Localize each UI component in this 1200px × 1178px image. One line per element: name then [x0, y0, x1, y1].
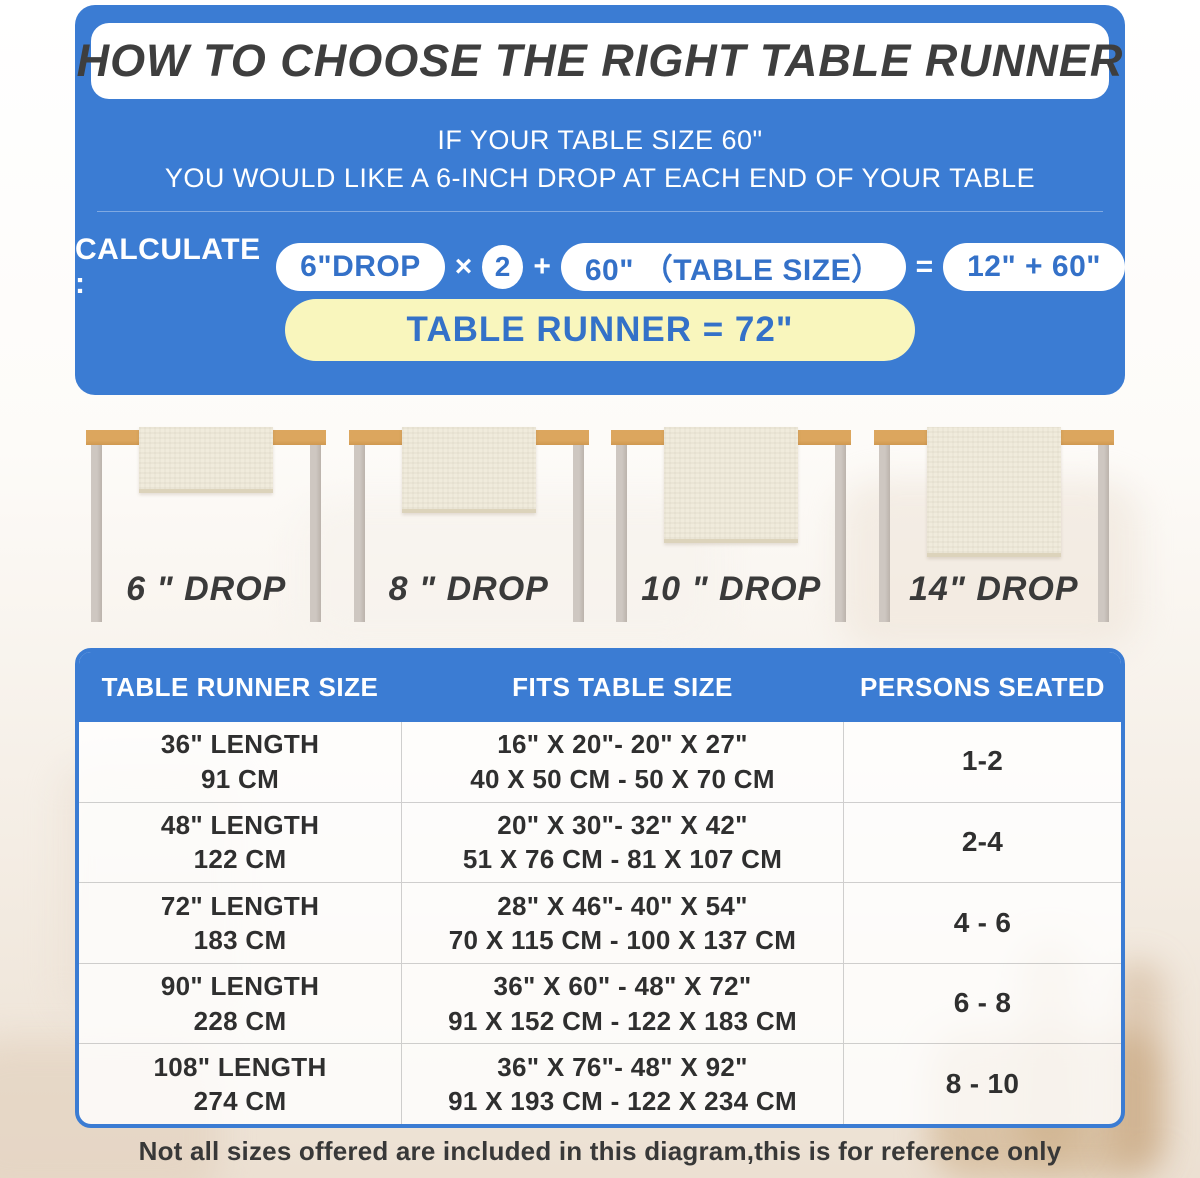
fits-size-cm: 91 X 193 CM - 122 X 234 CM [448, 1086, 797, 1117]
runner-length-in: 36" LENGTH [160, 729, 320, 760]
column-header-runner-size: TABLE RUNNER SIZE [101, 671, 379, 702]
fits-size-in: 20" X 30"- 32" X 42" [497, 810, 748, 841]
reference-footnote: Not all sizes offered are included in th… [138, 1136, 1062, 1166]
table-size-pill: 60" （TABLE SIZE） [560, 243, 906, 291]
runner-size-cell: 72" LENGTH 183 CM [79, 883, 401, 963]
fits-size-cm: 70 X 115 CM - 100 X 137 CM [448, 924, 797, 955]
runner-length-cm: 122 CM [193, 844, 287, 875]
runner-length-in: 90" LENGTH [160, 971, 320, 1002]
fits-size-in: 36" X 60" - 48" X 72" [493, 971, 752, 1002]
persons-seated-cell: 1-2 [961, 745, 1004, 777]
table-row: 72" LENGTH 183 CM 28" X 46"- 40" X 54" 7… [79, 882, 1121, 963]
hero-panel: HOW TO CHOOSE THE RIGHT TABLE RUNNER IF … [75, 5, 1125, 395]
table-row: 108" LENGTH 274 CM 36" X 76"- 48" X 92" … [79, 1043, 1121, 1124]
column-header-persons-seated: PERSONS SEATED [860, 671, 1105, 702]
size-chart-table: TABLE RUNNER SIZE FITS TABLE SIZE PERSON… [75, 648, 1125, 1128]
persons-seated-cell: 4 - 6 [953, 906, 1012, 938]
fits-table-cell: 28" X 46"- 40" X 54" 70 X 115 CM - 100 X… [401, 883, 844, 963]
runner-size-cell: 36" LENGTH 91 CM [79, 722, 401, 802]
drop-figure-8in: 8 " DROP [338, 424, 601, 629]
calculation-row: CALCULATE : 6"DROP × 2 + 60" （TABLE SIZE… [75, 233, 1125, 301]
drop-label: 6 " DROP [126, 570, 287, 608]
drop-label: 10 " DROP [641, 570, 822, 608]
table-runner-cloth [401, 427, 536, 513]
table-row: 48" LENGTH 122 CM 20" X 30"- 32" X 42" 5… [79, 801, 1121, 883]
persons-seated-cell: 8 - 10 [945, 1067, 1020, 1099]
runner-size-cell: 90" LENGTH 228 CM [79, 964, 401, 1044]
table-runner-cloth [664, 427, 799, 543]
fits-size-cm: 91 X 152 CM - 122 X 183 CM [448, 1005, 797, 1036]
runner-length-cm: 228 CM [193, 1005, 287, 1036]
size-chart-header-row: TABLE RUNNER SIZE FITS TABLE SIZE PERSON… [79, 652, 1121, 722]
table-runner-cloth [926, 427, 1061, 557]
drop-label: 8 " DROP [388, 570, 549, 608]
runner-length-in: 48" LENGTH [160, 810, 320, 841]
runner-length-in: 72" LENGTH [160, 890, 320, 921]
table-leg [572, 444, 584, 622]
fits-size-in: 28" X 46"- 40" X 54" [497, 890, 748, 921]
fits-size-in: 16" X 20"- 20" X 27" [497, 729, 748, 760]
multiply-operator: × [454, 250, 473, 283]
drop-figure-6in: 6 " DROP [75, 424, 338, 629]
background-blur-blob [300, 500, 720, 650]
column-header-fits-table-size: FITS TABLE SIZE [512, 671, 733, 702]
table-leg [1097, 444, 1109, 622]
fits-table-cell: 20" X 30"- 32" X 42" 51 X 76 CM - 81 X 1… [401, 802, 844, 883]
page-title: HOW TO CHOOSE THE RIGHT TABLE RUNNER [76, 35, 1124, 86]
calculate-label: CALCULATE : [75, 233, 261, 300]
table-leg [878, 444, 890, 622]
persons-seated-cell: 2-4 [961, 825, 1004, 857]
size-chart-body: 36" LENGTH 91 CM 16" X 20"- 20" X 27" 40… [79, 722, 1121, 1124]
persons-seated-cell: 6 - 8 [953, 987, 1012, 1019]
drop-value-pill: 6"DROP [276, 243, 445, 291]
sum-pill: 12" + 60" [943, 243, 1125, 291]
fits-size-cm: 51 X 76 CM - 81 X 107 CM [462, 844, 783, 875]
runner-result-pill: TABLE RUNNER = 72" [285, 299, 915, 361]
table-runner-cloth [139, 427, 274, 493]
fits-table-cell: 36" X 76"- 48" X 92" 91 X 193 CM - 122 X… [401, 1044, 844, 1124]
fits-size-cm: 40 X 50 CM - 50 X 70 CM [470, 763, 775, 794]
runner-length-cm: 183 CM [193, 924, 287, 955]
fits-table-cell: 36" X 60" - 48" X 72" 91 X 152 CM - 122 … [401, 963, 844, 1044]
equals-operator: = [915, 250, 934, 283]
runner-length-in: 108" LENGTH [153, 1051, 327, 1082]
fits-table-cell: 16" X 20"- 20" X 27" 40 X 50 CM - 50 X 7… [401, 722, 844, 802]
title-box: HOW TO CHOOSE THE RIGHT TABLE RUNNER [77, 23, 1122, 99]
drop-examples-row: 6 " DROP 8 " DROP 10 " DROP 14" DROP [75, 424, 1125, 629]
table-leg [616, 444, 628, 622]
fits-size-in: 36" X 76"- 48" X 92" [497, 1051, 748, 1082]
drop-figure-10in: 10 " DROP [600, 424, 863, 629]
runner-length-cm: 274 CM [193, 1086, 287, 1117]
table-leg [835, 444, 847, 622]
table-leg [310, 444, 322, 622]
plus-operator: + [533, 250, 551, 283]
drop-figure-14in: 14" DROP [863, 424, 1126, 629]
table-leg [353, 444, 365, 622]
table-leg [91, 444, 103, 622]
table-row: 90" LENGTH 228 CM 36" X 60" - 48" X 72" … [79, 962, 1121, 1044]
runner-size-cell: 108" LENGTH 274 CM [79, 1044, 401, 1124]
intro-line-2: YOU WOULD LIKE A 6-INCH DROP AT EACH END… [164, 163, 1036, 193]
divider [97, 211, 1103, 212]
multiplier-circle: 2 [482, 245, 524, 289]
runner-size-cell: 48" LENGTH 122 CM [79, 803, 401, 883]
drop-label: 14" DROP [908, 570, 1079, 608]
table-row: 36" LENGTH 91 CM 16" X 20"- 20" X 27" 40… [79, 722, 1121, 802]
intro-line-1: IF YOUR TABLE SIZE 60" [437, 125, 763, 155]
runner-length-cm: 91 CM [200, 763, 280, 794]
